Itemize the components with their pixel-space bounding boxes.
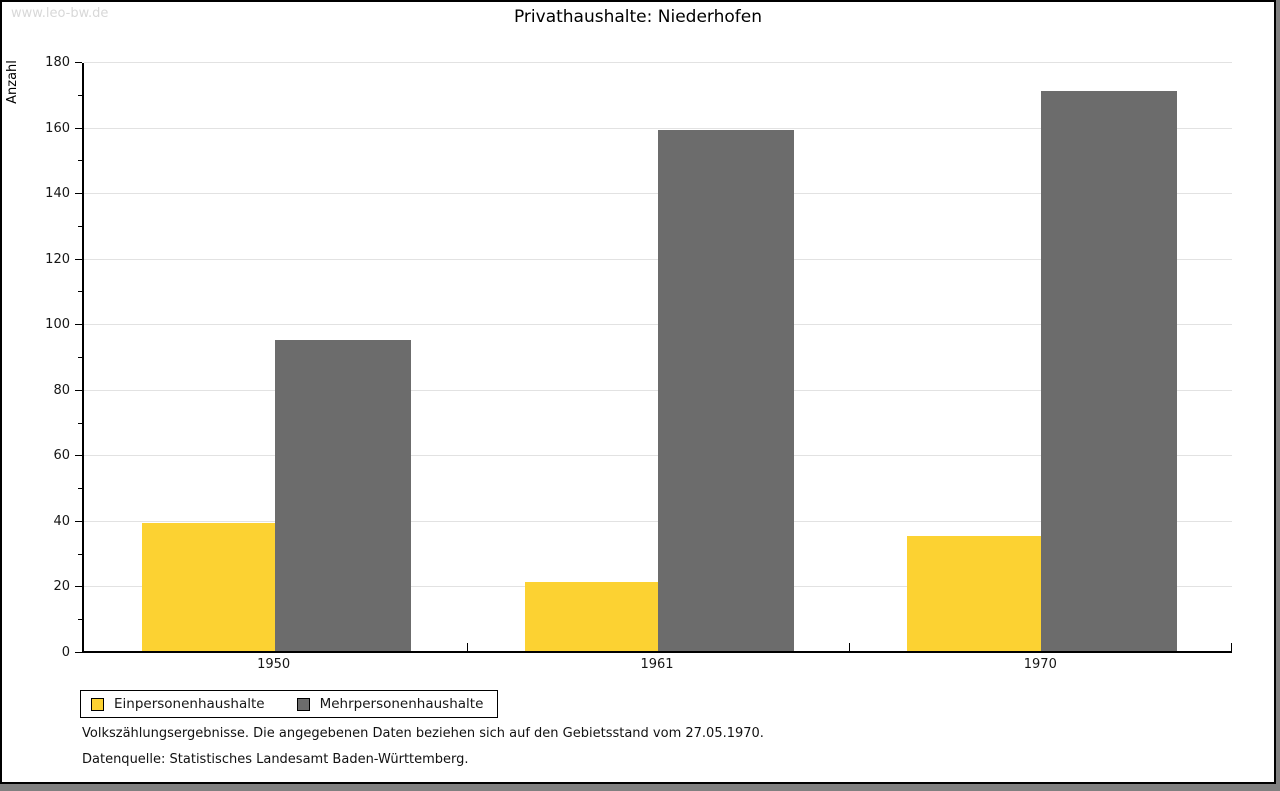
y-axis-minor-tick — [78, 291, 82, 293]
y-axis-minor-tick — [78, 553, 82, 555]
chart-title: Privathaushalte: Niederhofen — [513, 7, 763, 27]
legend-swatch-mehrpersonenhaushalte — [296, 697, 310, 711]
bar-einpersonenhaushalte-1961 — [524, 582, 658, 651]
bar-einpersonenhaushalte-1970 — [907, 536, 1041, 651]
y-axis-tick-value: 120 — [45, 251, 70, 267]
y-axis-major-tick — [75, 455, 82, 457]
x-axis-category-label: 1950 — [257, 657, 291, 672]
plot-area — [75, 62, 1232, 653]
bar-mehrpersonenhaushalte-1950 — [275, 339, 412, 651]
x-axis-category-label: 1961 — [640, 657, 674, 672]
x-axis-tick — [1231, 643, 1232, 651]
y-axis-major-tick — [75, 586, 82, 588]
footnote-data-source: Datenquelle: Statistisches Landesamt Bad… — [82, 752, 469, 767]
y-axis-major-tick — [75, 389, 82, 391]
y-axis-tick-labels: 0 20 40 60 80 100 120 140 160 180 — [2, 55, 70, 660]
gridline — [84, 127, 1232, 129]
bar-mehrpersonenhaushalte-1961 — [658, 129, 794, 651]
legend: Einpersonenhaushalte Mehrpersonenhaushal… — [80, 690, 499, 718]
y-axis-major-tick — [75, 258, 82, 260]
footnote-source-note: Volkszählungsergebnisse. Die angegebenen… — [82, 726, 764, 741]
y-axis-major-tick — [75, 324, 82, 326]
legend-item-einpersonenhaushalte: Einpersonenhaushalte — [91, 696, 265, 712]
y-axis-tick-value: 40 — [53, 513, 70, 529]
watermark: www.leo-bw.de — [11, 6, 109, 21]
y-axis-minor-tick — [78, 357, 82, 358]
legend-label-mehrpersonenhaushalte: Mehrpersonenhaushalte — [319, 696, 484, 712]
y-axis-minor-tick — [78, 225, 82, 227]
y-axis-major-tick — [75, 193, 82, 195]
bar-einpersonenhaushalte-1950 — [142, 523, 276, 651]
gridline — [84, 62, 1232, 63]
y-axis-major-tick — [75, 62, 82, 63]
legend-label-einpersonenhaushalte: Einpersonenhaushalte — [114, 696, 265, 712]
y-axis-tick-value: 0 — [61, 645, 70, 660]
y-axis-tick-value: 140 — [45, 186, 70, 202]
bar-mehrpersonenhaushalte-1970 — [1040, 90, 1177, 651]
y-axis-tick-value: 20 — [53, 579, 70, 595]
y-axis-minor-tick — [78, 422, 82, 424]
y-axis-minor-tick — [78, 94, 82, 96]
y-axis-minor-tick — [78, 619, 82, 621]
y-axis-major-tick — [75, 127, 82, 129]
legend-swatch-einpersonenhaushalte — [91, 697, 104, 711]
y-axis-tick-value: 60 — [53, 448, 70, 464]
y-axis-major-tick — [75, 520, 82, 522]
y-axis-minor-tick — [78, 488, 82, 490]
legend-item-mehrpersonenhaushalte: Mehrpersonenhaushalte — [296, 696, 484, 712]
y-axis-major-tick — [75, 652, 82, 653]
x-axis-tick — [466, 643, 468, 651]
x-axis-category-labels: 1950 1961 1970 — [82, 657, 1232, 675]
y-axis-tick-value: 180 — [45, 55, 70, 70]
y-axis-tick-value: 100 — [45, 317, 70, 333]
x-axis-tick — [849, 643, 851, 651]
y-axis-tick-value: 160 — [45, 120, 70, 136]
y-axis-minor-tick — [78, 160, 82, 162]
x-axis-category-label: 1970 — [1023, 657, 1057, 672]
y-axis-tick-value: 80 — [53, 382, 70, 398]
